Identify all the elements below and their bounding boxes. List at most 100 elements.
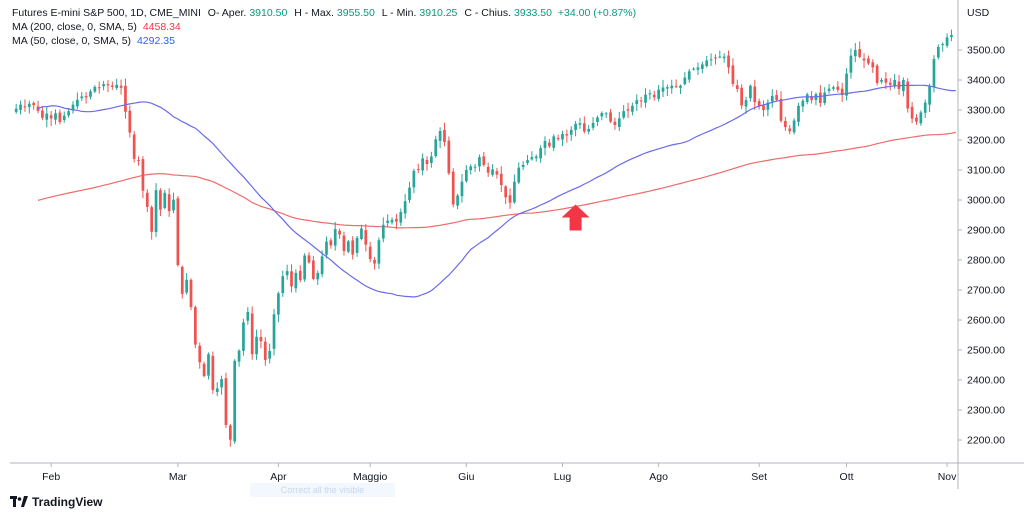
candle[interactable]	[897, 74, 901, 95]
candle[interactable]	[644, 88, 647, 108]
candle[interactable]	[408, 181, 411, 204]
candle[interactable]	[290, 264, 293, 293]
candle[interactable]	[552, 134, 556, 152]
candle[interactable]	[657, 84, 660, 102]
candle[interactable]	[801, 98, 805, 113]
candle[interactable]	[805, 92, 809, 105]
candle[interactable]	[565, 129, 569, 143]
candle[interactable]	[342, 231, 346, 256]
candle[interactable]	[530, 151, 534, 161]
candle[interactable]	[832, 85, 835, 91]
candle[interactable]	[76, 92, 79, 110]
candle[interactable]	[928, 83, 931, 113]
candle[interactable]	[421, 153, 424, 176]
candle[interactable]	[718, 50, 722, 59]
candle[interactable]	[19, 100, 22, 115]
candle[interactable]	[403, 193, 407, 219]
candle[interactable]	[491, 164, 494, 177]
candle[interactable]	[368, 241, 372, 263]
candle[interactable]	[735, 79, 739, 93]
candle[interactable]	[587, 124, 591, 135]
candle[interactable]	[626, 102, 630, 118]
candle[interactable]	[692, 67, 695, 71]
candle[interactable]	[714, 54, 717, 65]
candle[interactable]	[486, 162, 490, 177]
candle[interactable]	[360, 224, 363, 241]
candle[interactable]	[307, 252, 311, 264]
candle[interactable]	[233, 359, 237, 444]
candle[interactable]	[473, 163, 477, 172]
candle[interactable]	[574, 120, 577, 137]
candle[interactable]	[106, 80, 110, 93]
candle[interactable]	[27, 100, 31, 114]
candle[interactable]	[154, 183, 158, 238]
candle[interactable]	[749, 84, 752, 102]
candle[interactable]	[670, 79, 674, 94]
candle[interactable]	[539, 145, 542, 163]
candle[interactable]	[731, 58, 735, 87]
candle[interactable]	[456, 193, 459, 210]
candle[interactable]	[62, 111, 66, 123]
candle[interactable]	[880, 77, 883, 84]
candle[interactable]	[906, 78, 910, 113]
candle[interactable]	[770, 89, 774, 108]
candle[interactable]	[508, 188, 512, 209]
candle[interactable]	[268, 343, 272, 364]
candle[interactable]	[495, 167, 499, 179]
candle[interactable]	[159, 188, 162, 217]
candle[interactable]	[709, 53, 713, 67]
candle[interactable]	[325, 236, 328, 259]
candle[interactable]	[312, 255, 315, 281]
candle[interactable]	[517, 162, 521, 185]
candle[interactable]	[902, 77, 905, 97]
candle[interactable]	[893, 73, 896, 89]
candle[interactable]	[329, 237, 333, 249]
tradingview-footer[interactable]: TradingView	[10, 495, 102, 509]
candle[interactable]	[469, 164, 473, 175]
candle[interactable]	[373, 257, 376, 270]
candle[interactable]	[54, 109, 57, 125]
candle[interactable]	[115, 78, 119, 91]
candle[interactable]	[110, 81, 114, 90]
candle[interactable]	[346, 240, 350, 254]
candle[interactable]	[180, 265, 184, 299]
candle[interactable]	[840, 82, 844, 102]
candle[interactable]	[945, 33, 949, 48]
candle[interactable]	[478, 154, 481, 172]
candle[interactable]	[936, 44, 940, 60]
candle[interactable]	[377, 237, 381, 269]
candle[interactable]	[250, 306, 254, 360]
candle[interactable]	[482, 151, 486, 167]
candle[interactable]	[137, 156, 140, 166]
candle[interactable]	[609, 109, 612, 124]
candle[interactable]	[211, 351, 215, 394]
candle[interactable]	[950, 29, 953, 42]
candle[interactable]	[464, 165, 468, 183]
candle[interactable]	[224, 372, 228, 428]
candle[interactable]	[237, 349, 241, 367]
candle[interactable]	[32, 101, 36, 110]
candle[interactable]	[700, 61, 704, 74]
candle[interactable]	[386, 214, 390, 227]
candle[interactable]	[915, 114, 918, 125]
candle[interactable]	[613, 117, 617, 130]
candle[interactable]	[696, 62, 700, 75]
candle[interactable]	[189, 278, 193, 311]
candle[interactable]	[635, 94, 639, 112]
legend-symbol[interactable]: Futures E-mini S&P 500, 1D, CME_MINI	[12, 7, 201, 19]
candle[interactable]	[102, 80, 105, 91]
candle[interactable]	[788, 124, 792, 135]
candle[interactable]	[687, 68, 691, 83]
candle[interactable]	[740, 84, 744, 110]
candle[interactable]	[827, 83, 831, 94]
candle[interactable]	[762, 100, 765, 117]
candle[interactable]	[744, 96, 748, 114]
candle[interactable]	[499, 166, 503, 192]
candle[interactable]	[867, 55, 870, 66]
candle[interactable]	[727, 50, 730, 74]
candle[interactable]	[338, 228, 341, 239]
candle[interactable]	[242, 318, 245, 356]
candle[interactable]	[932, 55, 936, 93]
candle[interactable]	[639, 96, 643, 108]
